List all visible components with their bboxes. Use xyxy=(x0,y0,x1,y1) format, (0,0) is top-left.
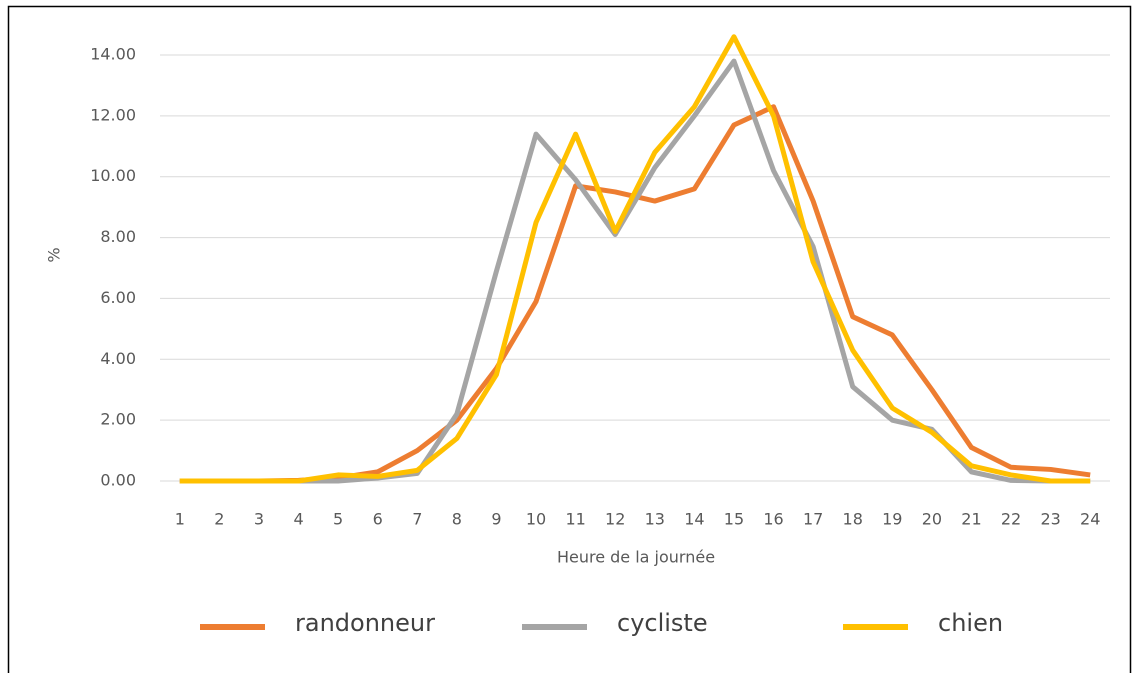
x-tick-label: 19 xyxy=(882,510,902,529)
x-tick-label: 11 xyxy=(565,510,585,529)
x-tick-label: 16 xyxy=(763,510,783,529)
x-tick-label: 8 xyxy=(452,510,462,529)
series-line xyxy=(179,34,1091,484)
x-tick-label: 6 xyxy=(373,510,383,529)
y-tick-label: 12.00 xyxy=(90,105,136,124)
x-tick-label: 2 xyxy=(214,510,224,529)
x-tick-label: 4 xyxy=(293,510,303,529)
x-tick-label: 7 xyxy=(412,510,422,529)
y-axis-label: % xyxy=(45,247,64,262)
x-tick-label: 1 xyxy=(175,510,185,529)
x-tick-label: 3 xyxy=(254,510,264,529)
y-tick-label: 14.00 xyxy=(90,45,136,64)
y-tick-label: 2.00 xyxy=(100,410,136,429)
x-tick-label: 17 xyxy=(803,510,823,529)
x-tick-label: 13 xyxy=(645,510,665,529)
x-tick-label: 14 xyxy=(684,510,704,529)
y-tick-label: 6.00 xyxy=(100,288,136,307)
series-line xyxy=(179,104,1091,484)
x-tick-label: 5 xyxy=(333,510,343,529)
x-axis-label: Heure de la journée xyxy=(557,548,715,567)
x-tick-label: 22 xyxy=(1001,510,1021,529)
y-tick-label: 10.00 xyxy=(90,166,136,185)
x-tick-label: 24 xyxy=(1080,510,1100,529)
y-tick-label: 8.00 xyxy=(100,227,136,246)
x-tick-label: 21 xyxy=(961,510,981,529)
legend-label: cycliste xyxy=(617,609,708,637)
x-tick-label: 15 xyxy=(724,510,744,529)
legend-label: chien xyxy=(938,609,1003,637)
y-tick-label: 4.00 xyxy=(100,349,136,368)
x-tick-label: 18 xyxy=(843,510,863,529)
legend-label: randonneur xyxy=(295,609,435,637)
x-tick-label: 23 xyxy=(1040,510,1060,529)
x-tick-label: 9 xyxy=(491,510,501,529)
frame xyxy=(7,5,1132,673)
x-tick-label: 10 xyxy=(526,510,546,529)
y-tick-label: 0.00 xyxy=(100,471,136,490)
x-tick-label: 20 xyxy=(922,510,942,529)
x-tick-label: 12 xyxy=(605,510,625,529)
